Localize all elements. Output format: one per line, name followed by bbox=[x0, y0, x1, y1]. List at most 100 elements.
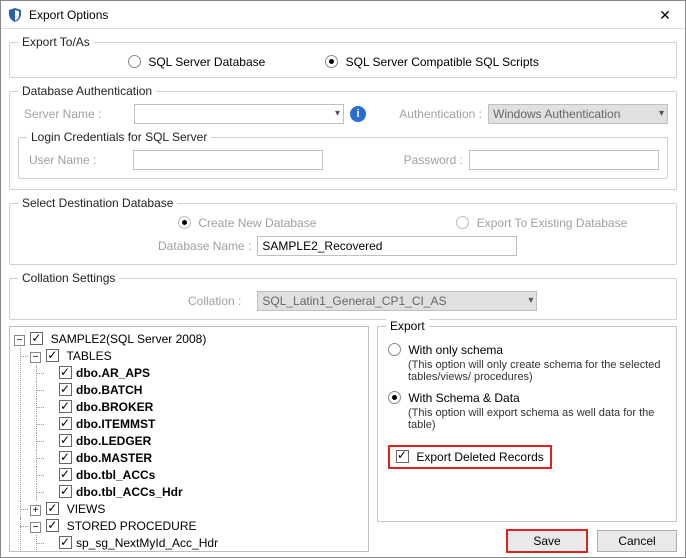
radio-icon bbox=[388, 343, 401, 356]
radio-sql-scripts[interactable]: SQL Server Compatible SQL Scripts bbox=[325, 55, 539, 69]
checkbox-icon[interactable] bbox=[30, 332, 43, 345]
spacer bbox=[46, 366, 57, 377]
table-row[interactable]: dbo.MASTER bbox=[46, 450, 366, 467]
collation-group: Collation Settings Collation : ▾ bbox=[9, 271, 677, 320]
tree-views[interactable]: + VIEWS bbox=[30, 501, 366, 518]
login-creds-group: Login Credentials for SQL Server User Na… bbox=[18, 130, 668, 179]
auth-value bbox=[488, 104, 668, 124]
login-creds-legend: Login Credentials for SQL Server bbox=[27, 130, 211, 144]
object-tree[interactable]: − SAMPLE2(SQL Server 2008) − TABLES dbo.… bbox=[9, 326, 369, 552]
table-row[interactable]: dbo.LEDGER bbox=[46, 433, 366, 450]
sp-row[interactable]: sp_sg_NextMyId_Acc_Hdr bbox=[46, 535, 366, 552]
checkbox-icon[interactable] bbox=[46, 349, 59, 362]
radio-only-schema[interactable]: With only schema bbox=[388, 343, 503, 357]
close-button[interactable]: ✕ bbox=[651, 5, 679, 25]
username-input[interactable] bbox=[133, 150, 323, 170]
checkbox-icon[interactable] bbox=[46, 519, 59, 532]
export-to-as-group: Export To/As SQL Server Database SQL Ser… bbox=[9, 35, 677, 78]
auth-label: Authentication : bbox=[399, 107, 482, 121]
collapse-icon[interactable]: − bbox=[30, 352, 41, 363]
radio-icon bbox=[178, 216, 191, 229]
table-name: dbo.LEDGER bbox=[76, 434, 151, 448]
tree-views-label: VIEWS bbox=[67, 502, 106, 516]
checkbox-icon[interactable] bbox=[59, 400, 72, 413]
spacer bbox=[46, 417, 57, 428]
dialog-body: Export To/As SQL Server Database SQL Ser… bbox=[1, 29, 685, 557]
table-row[interactable]: dbo.BATCH bbox=[46, 382, 366, 399]
radio-icon bbox=[388, 391, 401, 404]
save-button[interactable]: Save bbox=[507, 530, 587, 552]
radio-label: SQL Server Database bbox=[148, 55, 265, 69]
checkbox-icon[interactable] bbox=[59, 366, 72, 379]
server-name-combo[interactable]: ▾ bbox=[134, 104, 344, 124]
only-schema-desc: (This option will only create schema for… bbox=[388, 357, 666, 391]
dialog-buttons: Save Cancel bbox=[377, 530, 677, 552]
dbname-label: Database Name : bbox=[158, 239, 251, 253]
radio-create-db: Create New Database bbox=[178, 216, 316, 230]
db-auth-legend: Database Authentication bbox=[18, 84, 156, 98]
password-label: Password : bbox=[404, 153, 463, 167]
checkbox-icon[interactable] bbox=[396, 450, 409, 463]
table-row[interactable]: dbo.tbl_ACCs bbox=[46, 467, 366, 484]
checkbox-icon[interactable] bbox=[59, 485, 72, 498]
tree-root-label: SAMPLE2(SQL Server 2008) bbox=[51, 332, 207, 346]
export-panel: Export With only schema (This option wil… bbox=[377, 326, 677, 522]
checkbox-icon[interactable] bbox=[59, 468, 72, 481]
radio-label: With only schema bbox=[408, 343, 503, 357]
table-name: dbo.AR_APS bbox=[76, 366, 150, 380]
spacer bbox=[46, 451, 57, 462]
table-name: dbo.ITEMMST bbox=[76, 417, 155, 431]
table-row[interactable]: dbo.AR_APS bbox=[46, 365, 366, 382]
radio-label: Export To Existing Database bbox=[477, 216, 628, 230]
cancel-button[interactable]: Cancel bbox=[597, 530, 677, 552]
checkbox-icon[interactable] bbox=[46, 502, 59, 515]
username-label: User Name : bbox=[27, 153, 127, 167]
spacer bbox=[46, 400, 57, 411]
collation-value bbox=[257, 291, 537, 311]
export-panel-legend: Export bbox=[386, 319, 429, 333]
server-name-label: Server Name : bbox=[18, 107, 128, 121]
radio-label: SQL Server Compatible SQL Scripts bbox=[346, 55, 539, 69]
collapse-icon[interactable]: − bbox=[30, 522, 41, 533]
export-options-dialog: Export Options ✕ Export To/As SQL Server… bbox=[0, 0, 686, 558]
radio-label: With Schema & Data bbox=[408, 391, 519, 405]
checkbox-icon[interactable] bbox=[59, 383, 72, 396]
server-name-input[interactable] bbox=[134, 104, 344, 124]
table-name: dbo.tbl_ACCs bbox=[76, 468, 155, 482]
radio-label: Create New Database bbox=[198, 216, 316, 230]
table-name: dbo.MASTER bbox=[76, 451, 152, 465]
password-input[interactable] bbox=[469, 150, 659, 170]
radio-sql-server-db[interactable]: SQL Server Database bbox=[128, 55, 265, 69]
spacer bbox=[46, 434, 57, 445]
tree-tables[interactable]: − TABLES dbo.AR_APS dbo.BATCHdbo.BROKER db… bbox=[30, 348, 366, 501]
export-deleted-label: Export Deleted Records bbox=[416, 450, 543, 464]
export-deleted-records[interactable]: Export Deleted Records bbox=[388, 445, 552, 469]
spacer bbox=[46, 485, 57, 496]
collapse-icon[interactable]: − bbox=[14, 335, 25, 346]
checkbox-icon[interactable] bbox=[59, 536, 72, 549]
table-row[interactable]: dbo.ITEMMST bbox=[46, 416, 366, 433]
table-name: dbo.BROKER bbox=[76, 400, 153, 414]
tree-root[interactable]: − SAMPLE2(SQL Server 2008) − TABLES dbo.… bbox=[14, 331, 366, 552]
table-row[interactable]: dbo.BROKER bbox=[46, 399, 366, 416]
collation-legend: Collation Settings bbox=[18, 271, 119, 285]
dbname-input[interactable] bbox=[257, 236, 517, 256]
info-icon[interactable]: i bbox=[350, 106, 366, 122]
spacer bbox=[46, 468, 57, 479]
db-auth-group: Database Authentication Server Name : ▾ … bbox=[9, 84, 677, 190]
expand-icon[interactable]: + bbox=[30, 505, 41, 516]
table-name: dbo.tbl_ACCs_Hdr bbox=[76, 485, 183, 499]
tree-sp[interactable]: − STORED PROCEDURE sp_sg_NextMyId_Acc_Hd… bbox=[30, 518, 366, 552]
collation-label: Collation : bbox=[188, 294, 241, 308]
spacer bbox=[46, 536, 57, 547]
auth-combo: ▾ bbox=[488, 104, 668, 124]
title-text: Export Options bbox=[29, 8, 651, 22]
sp-name: sp_sg_NextMyId_Acc_Hdr bbox=[76, 536, 218, 550]
dest-db-legend: Select Destination Database bbox=[18, 196, 177, 210]
table-row[interactable]: dbo.tbl_ACCs_Hdr bbox=[46, 484, 366, 501]
tree-tables-label: TABLES bbox=[66, 349, 111, 363]
radio-schema-data[interactable]: With Schema & Data bbox=[388, 391, 520, 405]
checkbox-icon[interactable] bbox=[59, 434, 72, 447]
checkbox-icon[interactable] bbox=[59, 417, 72, 430]
checkbox-icon[interactable] bbox=[59, 451, 72, 464]
